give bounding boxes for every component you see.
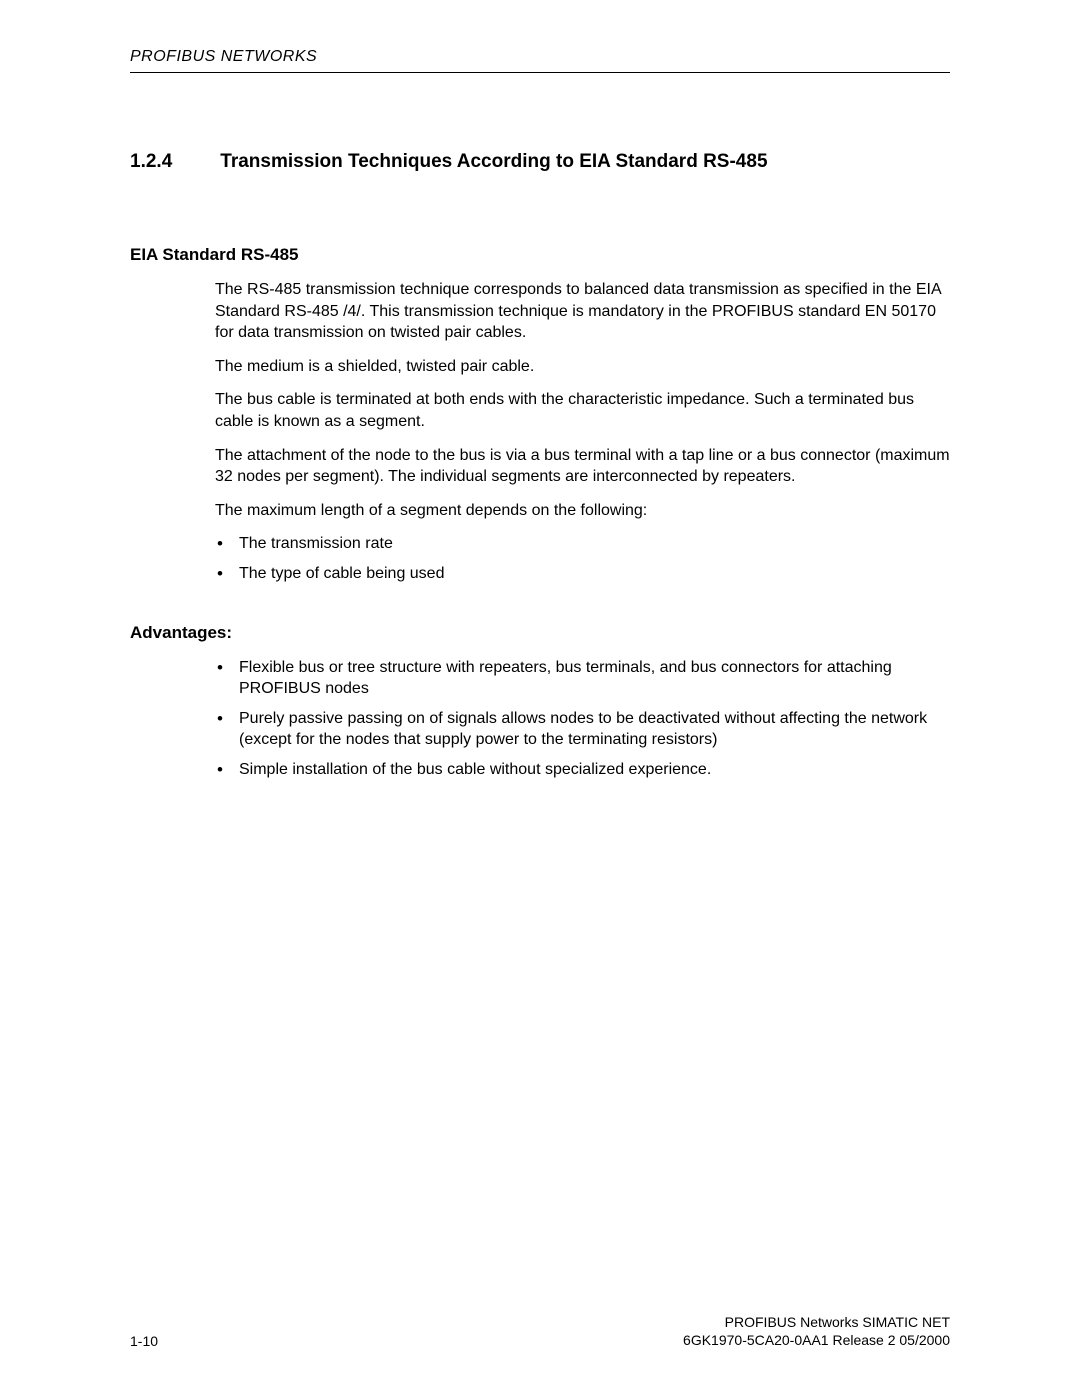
subsection-eia: EIA Standard RS-485 The RS-485 transmiss… xyxy=(130,245,950,585)
subsection-heading: EIA Standard RS-485 xyxy=(130,245,950,265)
section-number: 1.2.4 xyxy=(130,151,172,173)
footer-page-number: 1-10 xyxy=(130,1333,158,1349)
header-title: PROFIBUS NETWORKS xyxy=(130,48,950,66)
paragraph: The medium is a shielded, twisted pair c… xyxy=(215,356,950,378)
section-title: Transmission Techniques According to EIA… xyxy=(220,151,767,173)
paragraph: The bus cable is terminated at both ends… xyxy=(215,389,950,432)
footer-info: PROFIBUS Networks SIMATIC NET 6GK1970-5C… xyxy=(683,1313,950,1349)
footer-line: PROFIBUS Networks SIMATIC NET xyxy=(683,1313,950,1331)
section-heading: 1.2.4 Transmission Techniques According … xyxy=(130,151,950,173)
page-container: PROFIBUS NETWORKS 1.2.4 Transmission Tec… xyxy=(0,0,1080,781)
bullet-list: The transmission rate The type of cable … xyxy=(215,533,950,584)
paragraph: The RS-485 transmission technique corres… xyxy=(215,279,950,344)
paragraph: The maximum length of a segment depends … xyxy=(215,500,950,522)
page-header: PROFIBUS NETWORKS xyxy=(130,48,950,73)
subsection-heading: Advantages: xyxy=(130,623,950,643)
list-item: The transmission rate xyxy=(215,533,950,555)
list-item: Purely passive passing on of signals all… xyxy=(215,708,950,751)
bullet-list: Flexible bus or tree structure with repe… xyxy=(215,657,950,781)
list-item: Simple installation of the bus cable wit… xyxy=(215,759,950,781)
footer-line: 6GK1970-5CA20-0AA1 Release 2 05/2000 xyxy=(683,1331,950,1349)
page-footer: 1-10 PROFIBUS Networks SIMATIC NET 6GK19… xyxy=(130,1313,950,1349)
list-item: The type of cable being used xyxy=(215,563,950,585)
subsection-advantages: Advantages: Flexible bus or tree structu… xyxy=(130,623,950,781)
paragraph: The attachment of the node to the bus is… xyxy=(215,445,950,488)
list-item: Flexible bus or tree structure with repe… xyxy=(215,657,950,700)
